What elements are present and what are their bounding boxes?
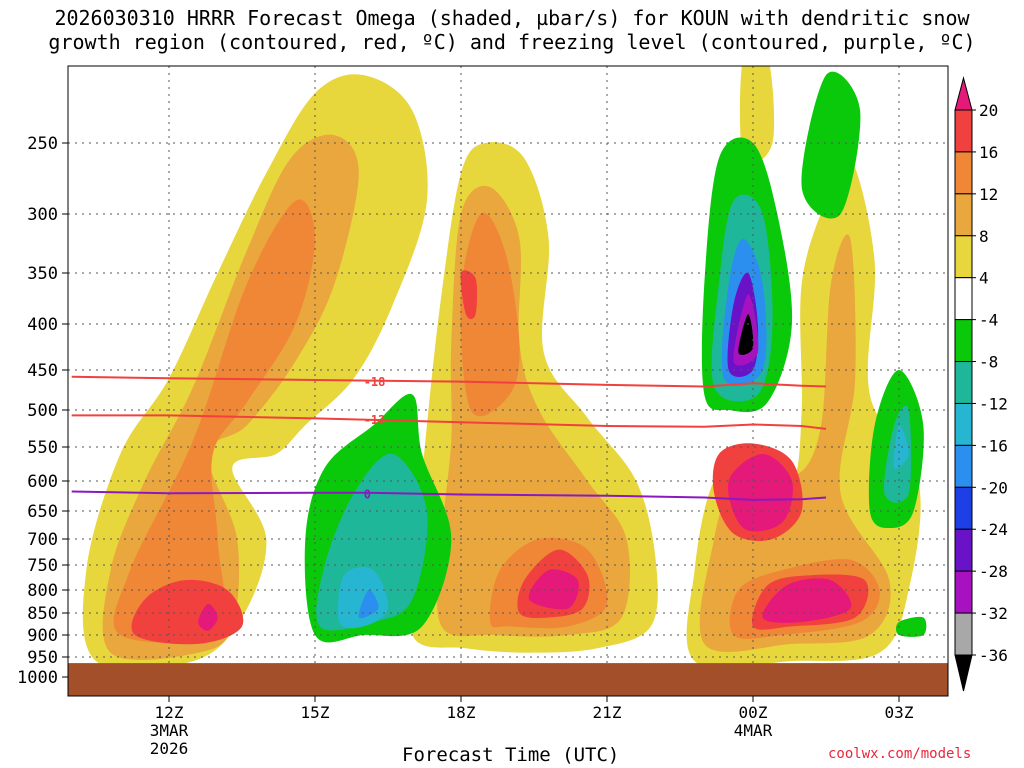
colorbar-label: -12 xyxy=(979,394,1008,413)
colorbar-segment xyxy=(954,402,973,446)
y-tick-label: 550 xyxy=(27,438,58,458)
x-tick-sublabel: 4MAR xyxy=(734,721,773,740)
ascent-region-16-c xyxy=(460,270,478,320)
colorbar-label: 4 xyxy=(979,269,989,288)
colorbar-segment xyxy=(954,277,973,321)
ascent-region-12-a xyxy=(113,199,315,643)
chart-title: 2026030310 HRRR Forecast Omega (shaded, … xyxy=(0,6,1024,54)
colorbar-segment xyxy=(954,361,973,404)
descent-region-20-b xyxy=(358,589,379,619)
title-line-1: 2026030310 HRRR Forecast Omega (shaded, … xyxy=(54,6,970,30)
x-axis-title: Forecast Time (UTC) xyxy=(402,744,620,766)
x-tick-label: 18Z xyxy=(447,703,476,722)
colorbar-segment xyxy=(954,319,973,363)
y-tick-label: 250 xyxy=(27,134,58,154)
ascent-region-20-g xyxy=(762,578,852,623)
colorbar-label: -8 xyxy=(979,353,998,372)
colorbar-segment xyxy=(954,486,973,530)
colorbar-label: 20 xyxy=(979,101,998,120)
y-tick-label: 400 xyxy=(27,315,58,335)
colorbar-label: -28 xyxy=(979,562,1008,581)
colorbar-label: -16 xyxy=(979,436,1008,455)
x-tick-label: 15Z xyxy=(301,703,330,722)
descent-region-8-top xyxy=(801,71,861,219)
x-tick-sublabel: 2026 xyxy=(150,739,189,758)
omega-shading xyxy=(82,66,927,670)
colorbar-label: 12 xyxy=(979,185,998,204)
y-tick-label: 750 xyxy=(27,556,58,576)
colorbar-top-arrow xyxy=(954,76,973,111)
y-tick-label: 450 xyxy=(27,361,58,381)
colorbar-label: -24 xyxy=(979,520,1008,539)
y-tick-label: 300 xyxy=(27,205,58,225)
x-tick-sublabel: 3MAR xyxy=(150,721,189,740)
source-credit: coolwx.com/models xyxy=(828,746,972,762)
colorbar-segment xyxy=(954,612,973,656)
colorbar-label: -20 xyxy=(979,478,1008,497)
x-tick-label: 00Z xyxy=(739,703,768,722)
colorbar-label: -36 xyxy=(979,646,1008,665)
ascent-region-12-c xyxy=(460,212,520,417)
colorbar-label: -4 xyxy=(979,311,998,330)
x-tick-label: 12Z xyxy=(155,703,184,722)
y-tick-label: 350 xyxy=(27,264,58,284)
contour-label: -12 xyxy=(364,413,386,427)
x-tick-label: 03Z xyxy=(885,703,914,722)
ascent-region-20-f xyxy=(727,454,793,532)
y-tick-label: 1000 xyxy=(17,668,58,688)
contour-label: 0 xyxy=(364,487,371,501)
contour-line xyxy=(71,375,827,388)
y-tick-label: 500 xyxy=(27,401,58,421)
ascent-region-20-d xyxy=(528,569,579,610)
colorbar-bottom-arrow xyxy=(954,654,973,692)
ground-fill xyxy=(68,663,948,696)
y-tick-label: 600 xyxy=(27,472,58,492)
y-tick-label: 900 xyxy=(27,626,58,646)
colorbar-segment xyxy=(954,528,973,572)
colorbar-segment xyxy=(954,235,973,279)
ascent-region-8-f xyxy=(699,234,891,653)
contour-label: -18 xyxy=(364,375,386,389)
colorbar-segment xyxy=(954,570,973,614)
descent-region-16-b xyxy=(337,567,389,629)
contour-line xyxy=(71,414,827,430)
contour-line xyxy=(71,490,827,501)
colorbar-label: 8 xyxy=(979,227,989,246)
colorbar-segment xyxy=(954,444,973,488)
y-tick-label: 650 xyxy=(27,502,58,522)
y-tick-label: 950 xyxy=(27,648,58,668)
colorbar-label: -32 xyxy=(979,604,1008,623)
y-tick-label: 800 xyxy=(27,581,58,601)
plot-frame xyxy=(67,65,949,697)
descent-region-36-e xyxy=(738,314,754,355)
ascent-region-16-a xyxy=(131,579,244,645)
y-tick-label: 700 xyxy=(27,530,58,550)
ascent-region-20-a xyxy=(198,603,218,631)
colorbar-segment xyxy=(954,109,973,153)
colorbar-segment xyxy=(954,193,973,237)
x-tick-label: 21Z xyxy=(593,703,622,722)
title-line-2: growth region (contoured, red, ºC) and f… xyxy=(48,30,976,54)
descent-region-8-i xyxy=(895,616,927,637)
colorbar-segment xyxy=(954,151,973,195)
y-tick-label: 850 xyxy=(27,604,58,624)
colorbar-label: 16 xyxy=(979,143,998,162)
